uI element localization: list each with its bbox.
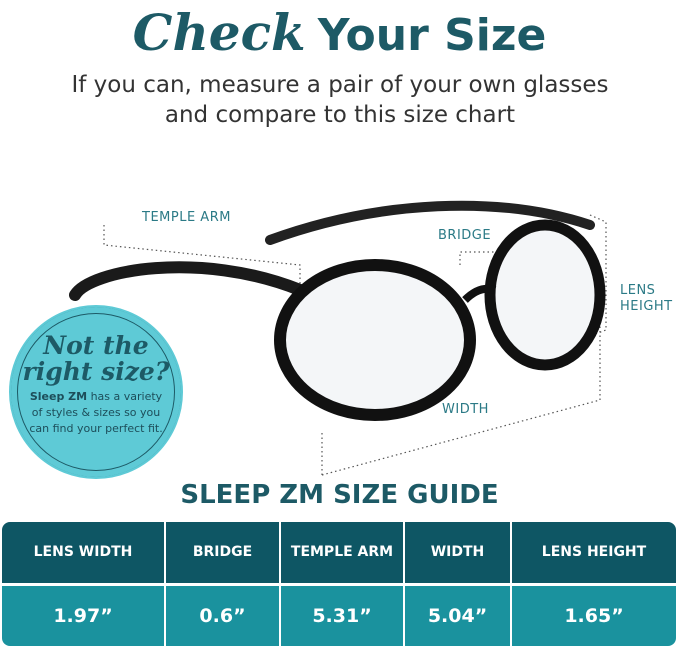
column-header: TEMPLE ARM bbox=[280, 522, 405, 586]
badge-text: Sleep ZM has a variety of styles & sizes… bbox=[29, 390, 163, 435]
glasses-image bbox=[69, 200, 606, 421]
size-guide-table: LENS WIDTH BRIDGE TEMPLE ARM WIDTH LENS … bbox=[2, 522, 676, 646]
column-header: LENS WIDTH bbox=[2, 522, 166, 586]
table-row: 1.97” 0.6” 5.31” 5.04” 1.65” bbox=[2, 584, 676, 646]
temple-arm-label: TEMPLE ARM bbox=[142, 210, 231, 225]
table-cell: 5.04” bbox=[404, 584, 512, 646]
subtitle: If you can, measure a pair of your own g… bbox=[71, 72, 609, 128]
column-header: LENS HEIGHT bbox=[511, 522, 676, 586]
column-header: WIDTH bbox=[404, 522, 512, 586]
table-header-row: LENS WIDTH BRIDGE TEMPLE ARM WIDTH LENS … bbox=[2, 522, 676, 586]
table-cell: 5.31” bbox=[280, 584, 405, 646]
bridge-label: BRIDGE bbox=[438, 228, 492, 243]
width-label: WIDTH bbox=[442, 402, 489, 417]
lens-height-label: LENS HEIGHT bbox=[620, 283, 673, 314]
column-header: BRIDGE bbox=[165, 522, 281, 586]
not-right-size-badge: Not the right size? Sleep ZM has a varie… bbox=[9, 305, 183, 479]
table-cell: 1.97” bbox=[2, 584, 166, 646]
glasses-illustration bbox=[69, 200, 607, 476]
measure-lines bbox=[103, 214, 607, 476]
size-guide-title: SLEEP ZM SIZE GUIDE bbox=[180, 480, 499, 510]
table-cell: 1.65” bbox=[511, 584, 676, 646]
badge-heading: Not the right size? bbox=[22, 331, 170, 386]
table-cell: 0.6” bbox=[165, 584, 281, 646]
page-title: Check Your Size bbox=[132, 3, 547, 62]
